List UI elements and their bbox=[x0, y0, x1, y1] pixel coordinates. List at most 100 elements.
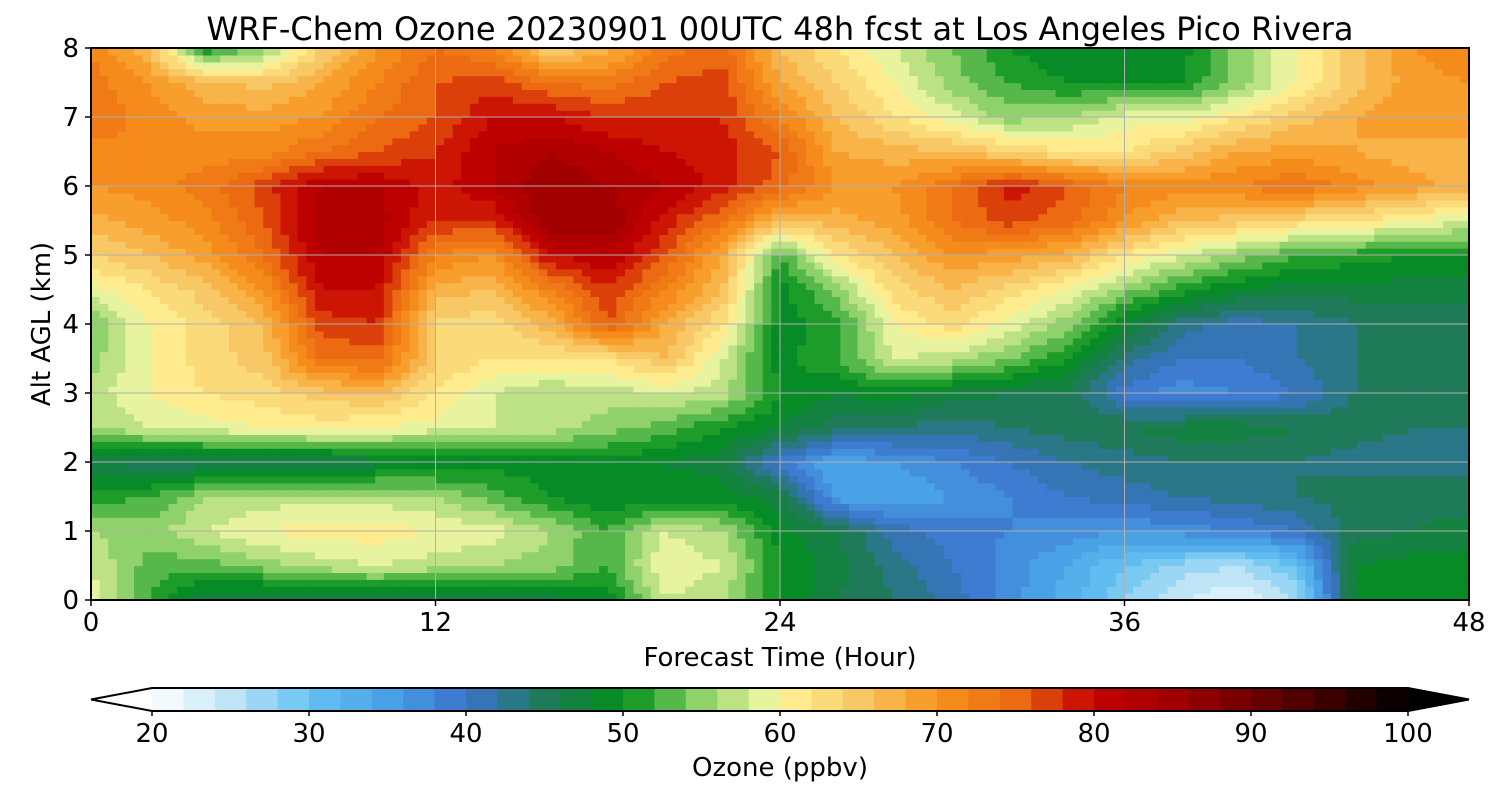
heatmap-cell bbox=[1098, 586, 1108, 594]
heatmap-cell bbox=[978, 482, 988, 491]
heatmap-cell bbox=[1003, 489, 1014, 498]
heatmap-cell bbox=[960, 565, 971, 573]
heatmap-cell bbox=[220, 434, 230, 442]
heatmap-cell bbox=[323, 413, 333, 422]
heatmap-cell bbox=[125, 434, 135, 442]
heatmap-cell bbox=[1150, 517, 1160, 525]
heatmap-cell bbox=[142, 586, 152, 594]
heatmap-cell bbox=[1296, 531, 1306, 539]
heatmap-cell bbox=[1202, 531, 1212, 539]
heatmap-cell bbox=[883, 468, 893, 477]
heatmap-cell bbox=[375, 517, 385, 525]
heatmap-cell bbox=[1012, 524, 1022, 532]
heatmap-cell bbox=[573, 537, 583, 546]
heatmap-cell bbox=[581, 586, 592, 594]
heatmap-cell bbox=[1382, 579, 1393, 587]
heatmap-cell bbox=[831, 475, 841, 484]
heatmap-cell bbox=[1408, 386, 1418, 394]
heatmap-cell bbox=[461, 406, 471, 415]
heatmap-cell bbox=[952, 482, 962, 491]
heatmap-cell bbox=[280, 551, 290, 560]
heatmap-cell bbox=[159, 393, 170, 401]
heatmap-cell bbox=[228, 420, 239, 429]
heatmap-cell bbox=[1417, 448, 1427, 456]
heatmap-cell bbox=[995, 448, 1005, 456]
heatmap-cell bbox=[469, 503, 480, 511]
heatmap-cell bbox=[883, 420, 893, 429]
heatmap-cell bbox=[693, 537, 704, 546]
heatmap-cell bbox=[461, 572, 471, 580]
heatmap-cell bbox=[349, 593, 359, 601]
heatmap-cell bbox=[1374, 482, 1384, 491]
heatmap-cell bbox=[1434, 448, 1444, 456]
heatmap-cell bbox=[340, 482, 350, 491]
heatmap-cell bbox=[513, 517, 523, 525]
heatmap-cell bbox=[1313, 441, 1324, 449]
heatmap-cell bbox=[202, 455, 213, 463]
heatmap-cell bbox=[814, 393, 824, 401]
heatmap-cell bbox=[401, 531, 411, 539]
heatmap-cell bbox=[1176, 441, 1186, 449]
heatmap-cell bbox=[1072, 579, 1083, 587]
heatmap-cell bbox=[435, 441, 445, 449]
heatmap-cell bbox=[116, 496, 127, 504]
heatmap-cell bbox=[771, 579, 781, 587]
heatmap-cell bbox=[323, 475, 333, 484]
heatmap-cell bbox=[1021, 517, 1031, 525]
heatmap-cell bbox=[1253, 413, 1263, 422]
heatmap-cell bbox=[685, 558, 695, 567]
heatmap-cell bbox=[142, 524, 152, 532]
heatmap-cell bbox=[1443, 524, 1453, 532]
heatmap-cell bbox=[1339, 462, 1350, 470]
heatmap-cell bbox=[659, 517, 669, 525]
heatmap-cell bbox=[297, 427, 307, 435]
heatmap-cell bbox=[409, 503, 419, 511]
heatmap-cell bbox=[246, 455, 256, 463]
heatmap-cell bbox=[375, 531, 385, 539]
heatmap-cell bbox=[685, 524, 695, 532]
heatmap-cell bbox=[1003, 475, 1014, 484]
heatmap-cell bbox=[254, 489, 264, 498]
heatmap-cell bbox=[745, 551, 755, 560]
heatmap-cell bbox=[736, 586, 747, 594]
heatmap-cell bbox=[693, 579, 704, 587]
heatmap-cell bbox=[1262, 393, 1272, 401]
heatmap-cell bbox=[1262, 524, 1272, 532]
heatmap-cell bbox=[866, 510, 876, 518]
heatmap-cell bbox=[1158, 489, 1169, 498]
heatmap-cell bbox=[995, 475, 1005, 484]
heatmap-cell bbox=[900, 503, 910, 511]
heatmap-cell bbox=[1167, 531, 1177, 539]
heatmap-cell bbox=[211, 413, 221, 422]
heatmap-cell bbox=[194, 537, 204, 546]
heatmap-cell bbox=[271, 468, 282, 477]
heatmap-cell bbox=[383, 413, 394, 422]
heatmap-cell bbox=[1219, 489, 1229, 498]
heatmap-cell bbox=[513, 427, 523, 435]
heatmap-cell bbox=[676, 386, 686, 394]
heatmap-cell bbox=[1150, 406, 1160, 415]
heatmap-cell bbox=[1193, 593, 1203, 601]
heatmap-cell bbox=[1279, 531, 1289, 539]
heatmap-cell bbox=[323, 468, 333, 477]
heatmap-cell bbox=[237, 593, 247, 601]
heatmap-cell bbox=[1236, 448, 1246, 456]
heatmap-cell bbox=[650, 544, 661, 553]
heatmap-cell bbox=[909, 593, 919, 601]
heatmap-cell bbox=[177, 503, 187, 511]
heatmap-cell bbox=[280, 406, 290, 415]
heatmap-cell bbox=[1055, 420, 1065, 429]
heatmap-cell bbox=[883, 406, 893, 415]
heatmap-cell bbox=[513, 531, 523, 539]
heatmap-cell bbox=[1184, 386, 1194, 394]
heatmap-cell bbox=[220, 468, 230, 477]
heatmap-cell bbox=[1374, 579, 1384, 587]
heatmap-cell bbox=[978, 386, 988, 394]
heatmap-cell bbox=[1141, 558, 1151, 567]
heatmap-cell bbox=[1029, 531, 1039, 539]
heatmap-cell bbox=[461, 496, 471, 504]
heatmap-cell bbox=[1176, 386, 1186, 394]
heatmap-cell bbox=[874, 510, 884, 518]
heatmap-cell bbox=[1443, 489, 1453, 498]
heatmap-cell bbox=[159, 406, 170, 415]
